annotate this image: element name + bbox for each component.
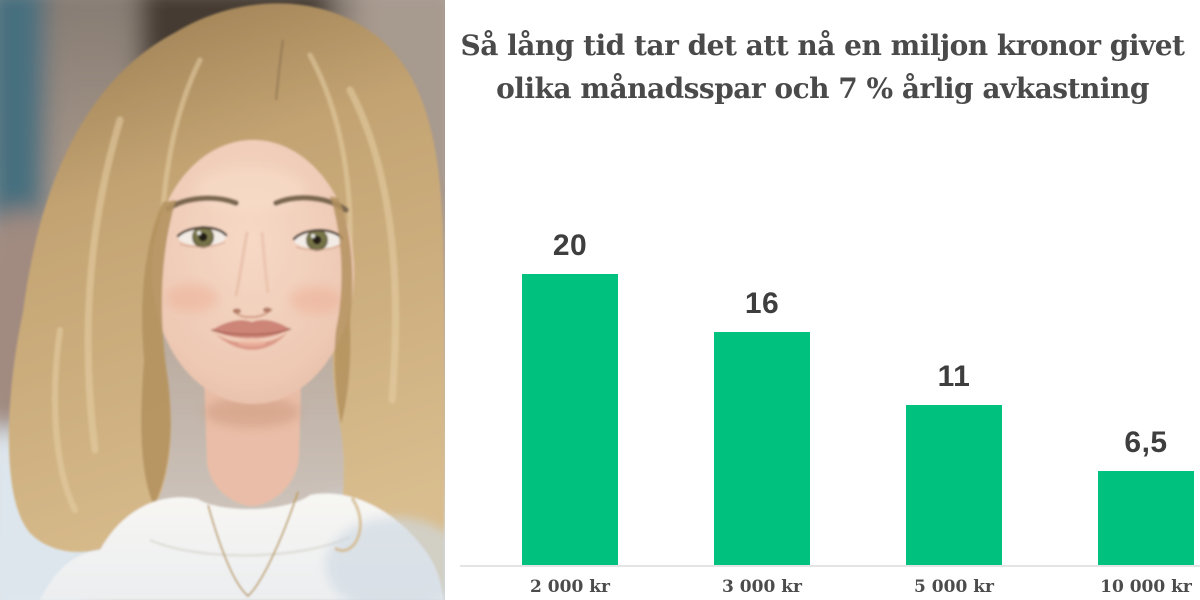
bar	[1098, 471, 1194, 566]
bar	[906, 405, 1002, 566]
bar-value-label: 16	[744, 287, 780, 321]
lips	[211, 320, 291, 350]
hair	[8, 3, 445, 600]
bar	[714, 332, 810, 566]
x-axis-labels: 2 000 kr 3 000 kr 5 000 kr 10 000 kr	[522, 577, 1194, 597]
bar	[522, 274, 618, 566]
eyes	[176, 226, 344, 251]
bar-value-label: 6,5	[1124, 426, 1168, 460]
chart-title-line-1: Så lång tid tar det att nå en miljon kro…	[460, 29, 1185, 62]
savings-bar-chart: Så lång tid tar det att nå en miljon kro…	[445, 0, 1200, 600]
portrait-photo	[0, 0, 445, 600]
bar-group-5000kr: 11	[906, 360, 1002, 566]
bar-value-label: 11	[937, 360, 971, 394]
hair-front	[141, 196, 353, 506]
x-tick-label: 2 000 kr	[530, 577, 610, 597]
x-axis-line	[460, 565, 1200, 567]
necklace	[207, 491, 299, 598]
x-tick-label: 3 000 kr	[722, 577, 802, 597]
chart-title: Så lång tid tar det att nå en miljon kro…	[445, 24, 1200, 110]
bar-group-10000kr: 6,5	[1098, 426, 1194, 566]
chart-title-line-2: olika månadsspar och 7 % årlig avkastnin…	[496, 72, 1149, 105]
x-tick-label: 10 000 kr	[1100, 577, 1192, 597]
face	[152, 140, 354, 404]
bar-group-2000kr: 20	[522, 229, 618, 566]
portrait-photo-svg	[0, 0, 445, 600]
bars-row: 20 16 11 6,5	[522, 224, 1194, 566]
nose	[232, 231, 273, 319]
bar-value-label: 20	[552, 229, 588, 262]
x-tick-label: 5 000 kr	[914, 577, 994, 597]
bar-group-3000kr: 16	[714, 287, 810, 566]
